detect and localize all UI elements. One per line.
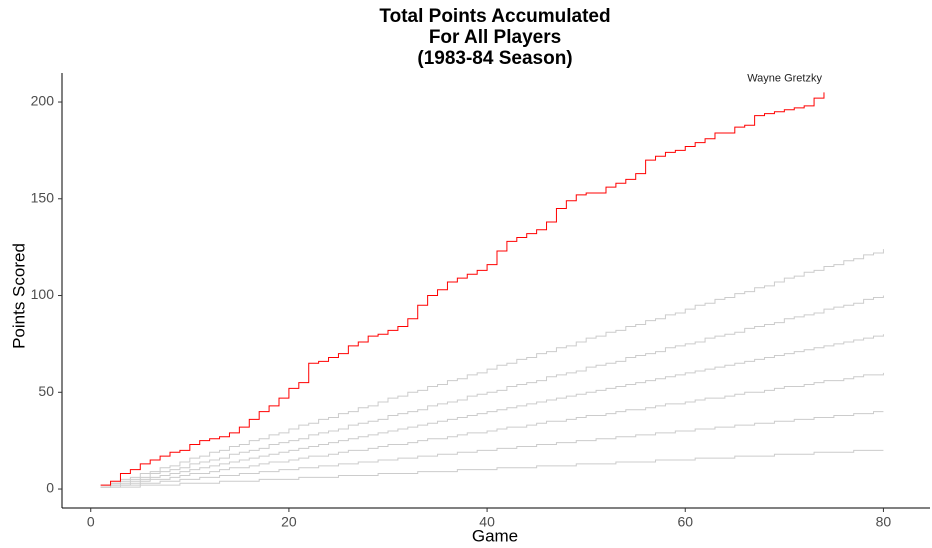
player-line [100,295,884,488]
chart-title: (1983-84 Season) [417,48,572,69]
y-tick-label: 50 [38,383,54,399]
x-tick-label: 0 [87,514,95,530]
highlight-line [100,92,825,486]
y-tick-label: 0 [46,480,54,496]
player-line [100,372,884,488]
x-tick-label: 60 [677,514,693,530]
x-tick-label: 40 [479,514,495,530]
y-axis-title: Points Scored [9,243,28,349]
chart-title: Total Points Accumulated [379,6,610,27]
player-line [100,411,884,488]
chart-title: For All Players [429,27,561,48]
x-tick-label: 20 [281,514,297,530]
x-axis-title: Game [472,526,518,545]
player-line [100,449,884,488]
y-tick-label: 100 [31,286,55,302]
line-label: Wayne Gretzky [747,72,822,84]
player-line [100,249,884,486]
y-tick-label: 150 [31,189,55,205]
y-tick-label: 200 [31,93,55,109]
player-line [100,334,884,488]
x-tick-label: 80 [876,514,892,530]
